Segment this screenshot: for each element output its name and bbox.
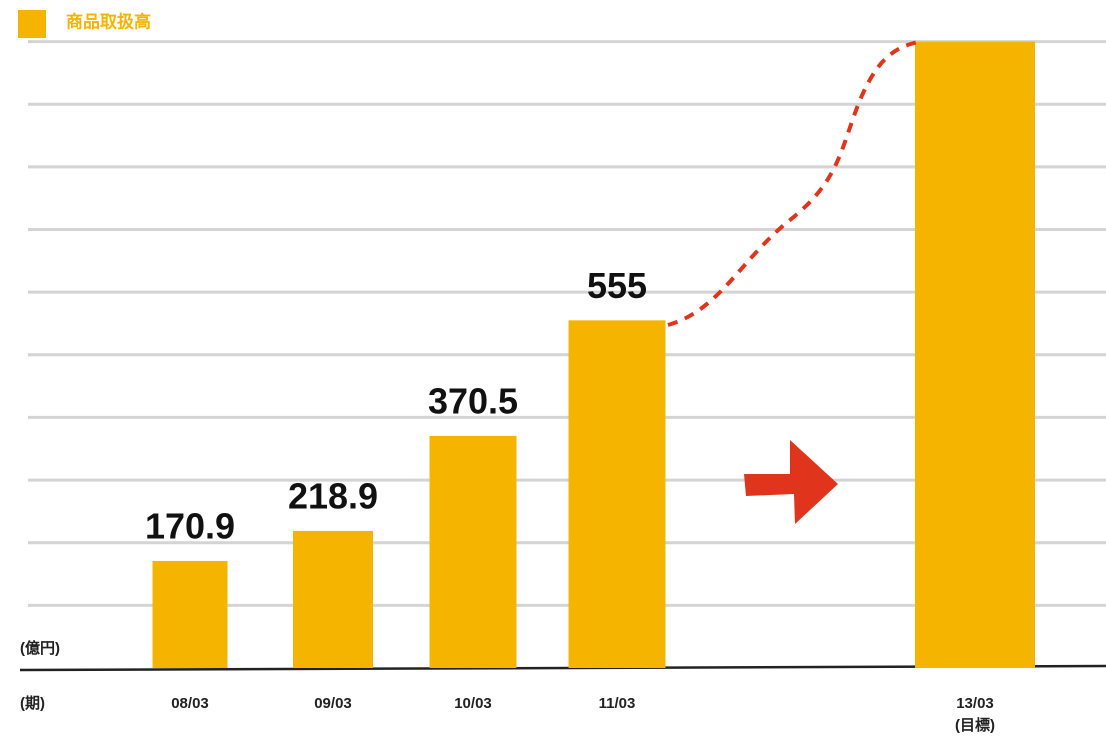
bar <box>568 320 666 668</box>
arrow <box>744 440 838 524</box>
value-label: 370.5 <box>428 380 518 421</box>
bar <box>152 560 228 668</box>
bar <box>915 41 1035 669</box>
legend-swatch <box>18 10 46 38</box>
x-tick-label: 08/03 <box>171 695 209 712</box>
x-tick-label: 09/03 <box>314 695 352 712</box>
x-tick-label: 13/03 <box>956 695 994 712</box>
bars <box>152 41 1035 669</box>
trend-connector <box>667 40 919 327</box>
category-note: (目標) <box>955 716 995 734</box>
value-label: 555 <box>587 265 647 306</box>
bar <box>293 530 373 668</box>
bar <box>429 435 517 668</box>
x-tick-label: 10/03 <box>454 695 492 712</box>
x-tick-label: 11/03 <box>599 695 636 712</box>
value-label: 170.9 <box>145 505 235 546</box>
legend-label: 商品取扱高 <box>66 11 151 31</box>
y-unit-label: (億円) <box>20 639 60 657</box>
labels: 08/03 170.9 09/03 218.9 10/03 370.5 11/03 555 13… <box>145 265 995 734</box>
x-axis-label: (期) <box>20 694 45 712</box>
value-label: 218.9 <box>288 475 378 516</box>
